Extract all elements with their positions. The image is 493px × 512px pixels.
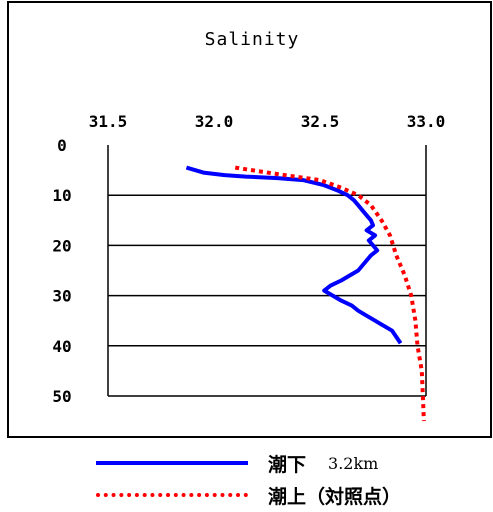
y-tick-label: 0 xyxy=(57,136,67,155)
x-tick-label: 31.5 xyxy=(89,112,128,131)
series-line-2 xyxy=(234,165,426,422)
chart-border xyxy=(7,1,492,438)
series-line-1 xyxy=(185,165,403,345)
chart-title: Salinity xyxy=(205,29,300,50)
y-tick-label: 20 xyxy=(52,236,71,255)
legend-label-series-2: 潮上（対照点） xyxy=(268,485,402,508)
legend-item-series-2: 潮上（対照点） xyxy=(96,480,401,510)
y-tick-label: 50 xyxy=(52,387,71,406)
legend-item-series-1: 潮下 3.2km xyxy=(96,448,378,478)
legend-swatch-dotted-red xyxy=(96,493,248,497)
legend-swatch-solid-blue xyxy=(96,461,248,465)
plot-area: 31.5 32.0 32.5 33.0 0 10 20 30 40 50 xyxy=(52,112,446,422)
x-tick-label: 32.0 xyxy=(195,112,234,131)
legend-label-series-1: 潮下 xyxy=(268,453,307,476)
y-tick-label: 40 xyxy=(52,337,71,356)
salinity-chart: Salinity 31.5 32.0 32.5 33.0 0 10 20 30 40 50 xyxy=(7,1,492,438)
y-tick-label: 30 xyxy=(52,287,71,306)
legend: 潮下 3.2km 潮上（対照点） xyxy=(0,440,493,512)
x-tick-label: 32.5 xyxy=(301,112,340,131)
x-tick-label: 33.0 xyxy=(407,112,446,131)
legend-extra-distance: 3.2km xyxy=(328,453,379,473)
y-tick-label: 10 xyxy=(52,186,71,205)
